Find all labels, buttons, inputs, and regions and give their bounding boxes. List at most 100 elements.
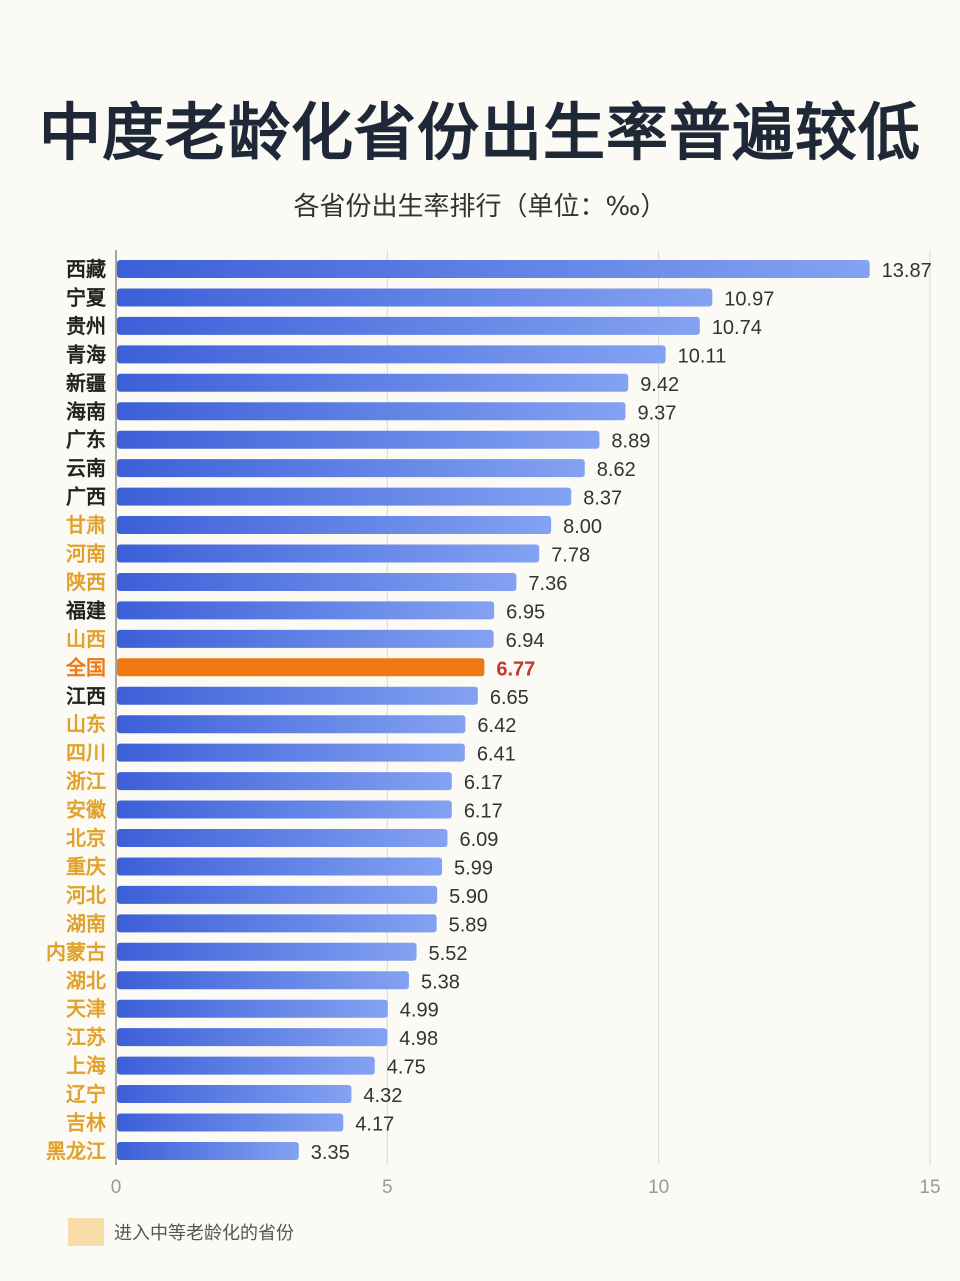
bar (117, 1085, 352, 1104)
bar (117, 857, 443, 876)
category-label: 江西 (66, 684, 106, 708)
bar (117, 914, 437, 933)
category-label: 上海 (66, 1054, 106, 1078)
chart-subtitle: 各省份出生率排行（单位：‰） (293, 192, 667, 222)
bar (117, 544, 540, 563)
data-label: 5.99 (454, 857, 493, 879)
data-label: 9.37 (637, 402, 676, 424)
bar (117, 345, 666, 364)
legend: 进入中等老龄化的省份 (68, 1218, 294, 1246)
bar (117, 829, 448, 847)
data-label: 5.90 (449, 886, 488, 908)
category-label: 贵州 (66, 314, 106, 338)
x-tick-label: 15 (919, 1177, 940, 1198)
category-label: 海南 (66, 399, 106, 423)
data-label: 6.09 (459, 829, 498, 851)
bar (117, 487, 572, 506)
bar (117, 572, 517, 591)
data-label: 6.65 (490, 687, 529, 709)
data-label: 5.89 (449, 914, 488, 936)
data-label: 10.11 (678, 345, 727, 367)
data-label: 4.75 (387, 1057, 426, 1079)
data-label: 4.17 (355, 1114, 394, 1136)
category-label: 湖南 (66, 911, 106, 935)
category-label: 山西 (66, 627, 106, 651)
category-label: 山东 (66, 712, 106, 736)
data-label: 6.17 (464, 772, 503, 794)
bar (117, 516, 552, 535)
category-label: 四川 (66, 741, 106, 765)
bar (117, 743, 465, 762)
bar (117, 885, 438, 904)
category-label: 云南 (66, 456, 106, 480)
data-label: 8.89 (611, 431, 650, 453)
data-label: 5.52 (429, 943, 468, 965)
category-label: 北京 (66, 826, 106, 850)
data-label: 4.99 (400, 1000, 439, 1022)
category-label: 河北 (66, 883, 106, 907)
category-label: 青海 (66, 342, 106, 366)
bar (117, 260, 870, 278)
data-label: 7.36 (528, 573, 567, 595)
category-label: 辽宁 (66, 1082, 106, 1106)
data-label: 10.97 (724, 288, 774, 310)
category-label: 湖北 (66, 968, 106, 992)
category-label: 宁夏 (66, 285, 107, 309)
bar (117, 402, 626, 421)
category-label: 全国 (65, 655, 106, 679)
data-label: 10.74 (712, 317, 762, 339)
data-label: 9.42 (640, 374, 679, 396)
category-label: 新疆 (66, 371, 106, 395)
bar (117, 430, 600, 449)
bar (117, 971, 409, 990)
x-tick-label: 0 (111, 1177, 122, 1198)
x-tick-label: 10 (648, 1177, 669, 1198)
data-label: 6.94 (506, 630, 545, 652)
data-label: 8.62 (597, 459, 636, 481)
data-label: 6.41 (477, 744, 516, 766)
bar (117, 601, 495, 620)
bar (117, 1056, 375, 1075)
bar (117, 1113, 344, 1132)
data-label: 3.35 (311, 1142, 350, 1164)
bar (117, 373, 629, 392)
bar (117, 999, 388, 1018)
data-label: 4.32 (363, 1085, 402, 1107)
data-label: 6.77 (496, 658, 535, 680)
category-label: 西藏 (66, 257, 106, 281)
legend-swatch (68, 1218, 104, 1246)
data-label: 6.42 (477, 715, 516, 737)
category-label: 广西 (66, 485, 106, 509)
data-label: 6.95 (506, 601, 545, 623)
bar (117, 316, 700, 335)
category-label: 黑龙江 (46, 1139, 106, 1163)
x-tick-label: 5 (382, 1177, 393, 1198)
category-label: 重庆 (66, 854, 106, 878)
bar (117, 1141, 299, 1160)
bar (117, 288, 713, 307)
category-label: 福建 (65, 598, 106, 622)
category-label: 内蒙古 (46, 940, 106, 964)
category-label: 河南 (66, 542, 106, 566)
data-label: 6.17 (464, 801, 503, 823)
chart-title: 中度老龄化省份出生率普遍较低 (38, 96, 921, 169)
data-label: 13.87 (882, 260, 932, 282)
category-label: 天津 (66, 997, 106, 1021)
category-label: 甘肃 (66, 513, 106, 537)
category-label: 广东 (66, 428, 106, 452)
bar (117, 686, 478, 705)
legend-label: 进入中等老龄化的省份 (114, 1223, 294, 1244)
category-label: 陕西 (66, 570, 106, 594)
bar (117, 772, 452, 791)
bar (117, 629, 494, 648)
category-label: 浙江 (66, 769, 106, 793)
bar (117, 942, 417, 961)
bar (117, 715, 466, 734)
data-label: 4.98 (399, 1028, 438, 1050)
category-label: 吉林 (66, 1111, 106, 1135)
bar (117, 800, 452, 819)
bar-chart: 0 5 10 15 西藏 13.87 宁夏 10.97 贵州 10.74 青海 10.11 新疆 9.42… (46, 250, 941, 1198)
data-label: 5.38 (421, 971, 460, 993)
bar (117, 459, 585, 478)
bar (117, 1028, 388, 1047)
